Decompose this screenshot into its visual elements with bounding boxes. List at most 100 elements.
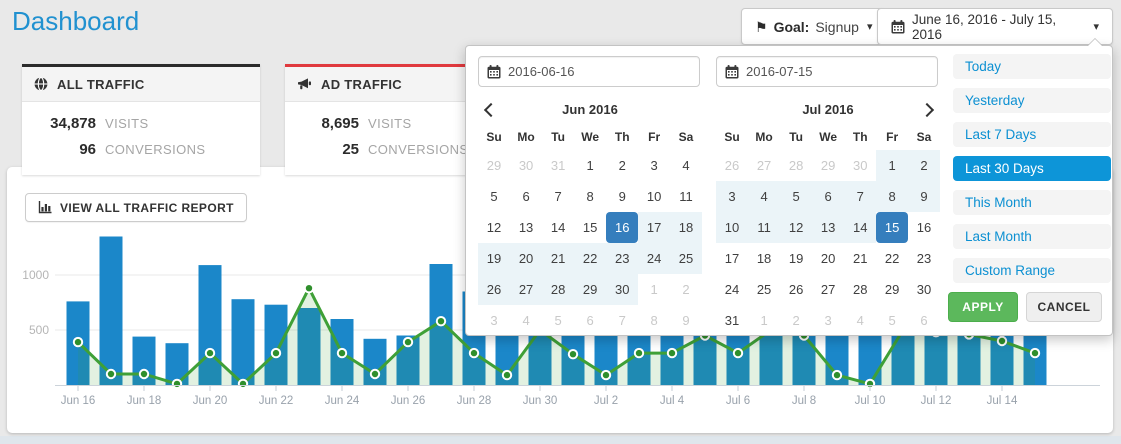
calendar-day[interactable]: 3 (824, 313, 832, 328)
calendar-day[interactable]: 28 (788, 158, 804, 173)
calendar-day[interactable]: 8 (586, 189, 594, 204)
calendar-day[interactable]: 24 (638, 243, 671, 274)
visits-bar[interactable] (99, 236, 123, 386)
calendar-day[interactable]: 1 (650, 282, 658, 297)
date-range-button[interactable]: June 16, 2016 - July 15, 2016 ▾ (877, 8, 1113, 45)
calendar-day[interactable]: 20 (820, 251, 836, 266)
conversions-point[interactable] (72, 336, 84, 348)
calendar-day[interactable]: 18 (670, 212, 702, 243)
range-preset[interactable]: Custom Range (953, 258, 1111, 283)
calendar-day[interactable]: 27 (509, 274, 543, 305)
end-date-input[interactable] (717, 57, 937, 86)
calendar-day[interactable]: 13 (518, 220, 534, 235)
calendar-day[interactable]: 22 (884, 251, 900, 266)
calendar-day[interactable]: 3 (716, 181, 748, 212)
conversions-point[interactable] (402, 336, 414, 348)
calendar-day[interactable]: 15 (582, 220, 598, 235)
calendar-day[interactable]: 7 (618, 313, 626, 328)
calendar-day[interactable]: 29 (486, 158, 502, 173)
conversions-point[interactable] (996, 335, 1008, 347)
calendar-day[interactable]: 12 (486, 220, 502, 235)
calendar-day[interactable]: 20 (509, 243, 543, 274)
calendar-day[interactable]: 30 (518, 158, 534, 173)
calendar-day[interactable]: 4 (856, 313, 864, 328)
calendar-day[interactable]: 1 (760, 313, 768, 328)
conversions-point[interactable] (105, 368, 117, 380)
calendar-day[interactable]: 5 (888, 313, 896, 328)
calendar-day-selected[interactable]: 15 (876, 212, 909, 243)
calendar-day[interactable]: 8 (876, 181, 909, 212)
calendar-day[interactable]: 3 (490, 313, 498, 328)
calendar-day[interactable]: 11 (747, 212, 781, 243)
conversions-point[interactable] (171, 378, 183, 390)
calendar-day[interactable]: 7 (844, 181, 877, 212)
calendar-day[interactable]: 4 (747, 181, 781, 212)
calendar-day[interactable]: 22 (574, 243, 607, 274)
calendar-day[interactable]: 23 (606, 243, 639, 274)
calendar-day[interactable]: 19 (788, 251, 804, 266)
calendar-day[interactable]: 28 (853, 282, 868, 297)
conversions-point[interactable] (138, 368, 150, 380)
visits-bar[interactable] (231, 299, 255, 385)
calendar-day[interactable]: 8 (650, 313, 658, 328)
calendar-day[interactable]: 30 (853, 158, 868, 173)
calendar-day[interactable]: 29 (820, 158, 836, 173)
calendar-day[interactable]: 3 (650, 158, 658, 173)
calendar-day[interactable]: 4 (682, 158, 690, 173)
calendar-day[interactable]: 19 (478, 243, 510, 274)
calendar-day[interactable]: 13 (812, 212, 845, 243)
calendar-day[interactable]: 27 (756, 158, 772, 173)
calendar-day[interactable]: 12 (780, 212, 813, 243)
calendar-day[interactable]: 30 (606, 274, 639, 305)
calendar-day[interactable]: 30 (916, 282, 932, 297)
calendar-day[interactable]: 9 (682, 313, 690, 328)
range-preset[interactable]: Today (953, 54, 1111, 79)
calendar-day[interactable]: 24 (724, 282, 740, 297)
conversions-point[interactable] (336, 347, 348, 359)
calendar-day[interactable]: 6 (812, 181, 845, 212)
calendar-day[interactable]: 26 (724, 158, 740, 173)
calendar-day[interactable]: 31 (550, 158, 566, 173)
visits-bar[interactable] (165, 343, 189, 385)
calendar-day[interactable]: 7 (554, 189, 562, 204)
range-preset[interactable]: Last 7 Days (953, 122, 1111, 147)
conversions-point[interactable] (303, 283, 315, 294)
visits-bar[interactable] (264, 304, 288, 385)
conversions-point[interactable] (666, 347, 678, 359)
conversions-point[interactable] (1029, 347, 1041, 359)
calendar-day[interactable]: 16 (916, 220, 932, 235)
calendar-day[interactable]: 23 (916, 251, 932, 266)
calendar-day[interactable]: 29 (574, 274, 607, 305)
visits-bar[interactable] (363, 338, 387, 385)
conversions-point[interactable] (237, 378, 249, 390)
view-all-traffic-report-button[interactable]: VIEW ALL TRAFFIC REPORT (25, 193, 247, 222)
conversions-point[interactable] (270, 347, 282, 359)
calendar-day[interactable]: 26 (478, 274, 510, 305)
range-preset[interactable]: Last 30 Days (953, 156, 1111, 181)
calendar-day[interactable]: 9 (908, 181, 940, 212)
conversions-point[interactable] (204, 347, 216, 359)
calendar-day[interactable]: 31 (724, 313, 740, 328)
calendar-day[interactable]: 2 (792, 313, 800, 328)
calendar-day[interactable]: 2 (618, 158, 626, 173)
calendar-day[interactable]: 2 (908, 150, 940, 181)
calendar-day[interactable]: 21 (853, 251, 868, 266)
calendar-day[interactable]: 6 (920, 313, 928, 328)
conversions-point[interactable] (435, 316, 447, 327)
conversions-point[interactable] (831, 369, 843, 381)
goal-dropdown-button[interactable]: ⚑ Goal: Signup ▾ (741, 8, 887, 45)
calendar-day[interactable]: 17 (724, 251, 740, 266)
conversions-point[interactable] (501, 369, 513, 381)
apply-button[interactable]: APPLY (948, 292, 1018, 322)
calendar-day-selected[interactable]: 16 (606, 212, 639, 243)
calendar-day[interactable]: 10 (646, 189, 662, 204)
calendar-day[interactable]: 17 (638, 212, 671, 243)
calendar-day[interactable]: 29 (884, 282, 900, 297)
calendar-day[interactable]: 1 (586, 158, 594, 173)
conversions-point[interactable] (567, 349, 579, 360)
calendar-day[interactable]: 4 (522, 313, 530, 328)
calendar-day[interactable]: 5 (780, 181, 813, 212)
calendar-day[interactable]: 9 (618, 189, 626, 204)
conversions-point[interactable] (369, 368, 381, 380)
range-preset[interactable]: Yesterday (953, 88, 1111, 113)
